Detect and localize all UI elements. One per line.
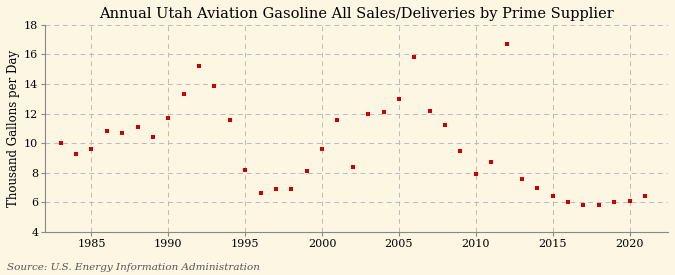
Point: [101, 129, 112, 134]
Point: [378, 110, 389, 114]
Text: Source: U.S. Energy Information Administration: Source: U.S. Energy Information Administ…: [7, 263, 260, 272]
Point: [502, 42, 512, 46]
Point: [425, 108, 435, 113]
Point: [240, 167, 250, 172]
Point: [178, 92, 189, 97]
Point: [117, 131, 128, 135]
Point: [455, 148, 466, 153]
Point: [532, 185, 543, 190]
Point: [55, 141, 66, 145]
Point: [286, 187, 297, 191]
Point: [194, 64, 205, 68]
Point: [640, 194, 651, 199]
Point: [609, 200, 620, 205]
Point: [593, 203, 604, 207]
Point: [271, 187, 281, 191]
Point: [209, 83, 220, 88]
Point: [547, 194, 558, 199]
Point: [409, 55, 420, 60]
Point: [224, 117, 235, 122]
Title: Annual Utah Aviation Gasoline All Sales/Deliveries by Prime Supplier: Annual Utah Aviation Gasoline All Sales/…: [99, 7, 614, 21]
Point: [148, 135, 159, 139]
Point: [301, 169, 312, 174]
Point: [516, 177, 527, 181]
Point: [317, 147, 327, 151]
Point: [71, 151, 82, 156]
Point: [394, 97, 404, 101]
Point: [578, 203, 589, 207]
Point: [486, 160, 497, 164]
Point: [255, 191, 266, 196]
Point: [439, 123, 450, 128]
Point: [86, 147, 97, 151]
Y-axis label: Thousand Gallons per Day: Thousand Gallons per Day: [7, 50, 20, 207]
Point: [563, 200, 574, 205]
Point: [348, 165, 358, 169]
Point: [363, 111, 374, 116]
Point: [332, 117, 343, 122]
Point: [470, 172, 481, 176]
Point: [163, 116, 173, 120]
Point: [624, 199, 635, 203]
Point: [132, 125, 143, 129]
